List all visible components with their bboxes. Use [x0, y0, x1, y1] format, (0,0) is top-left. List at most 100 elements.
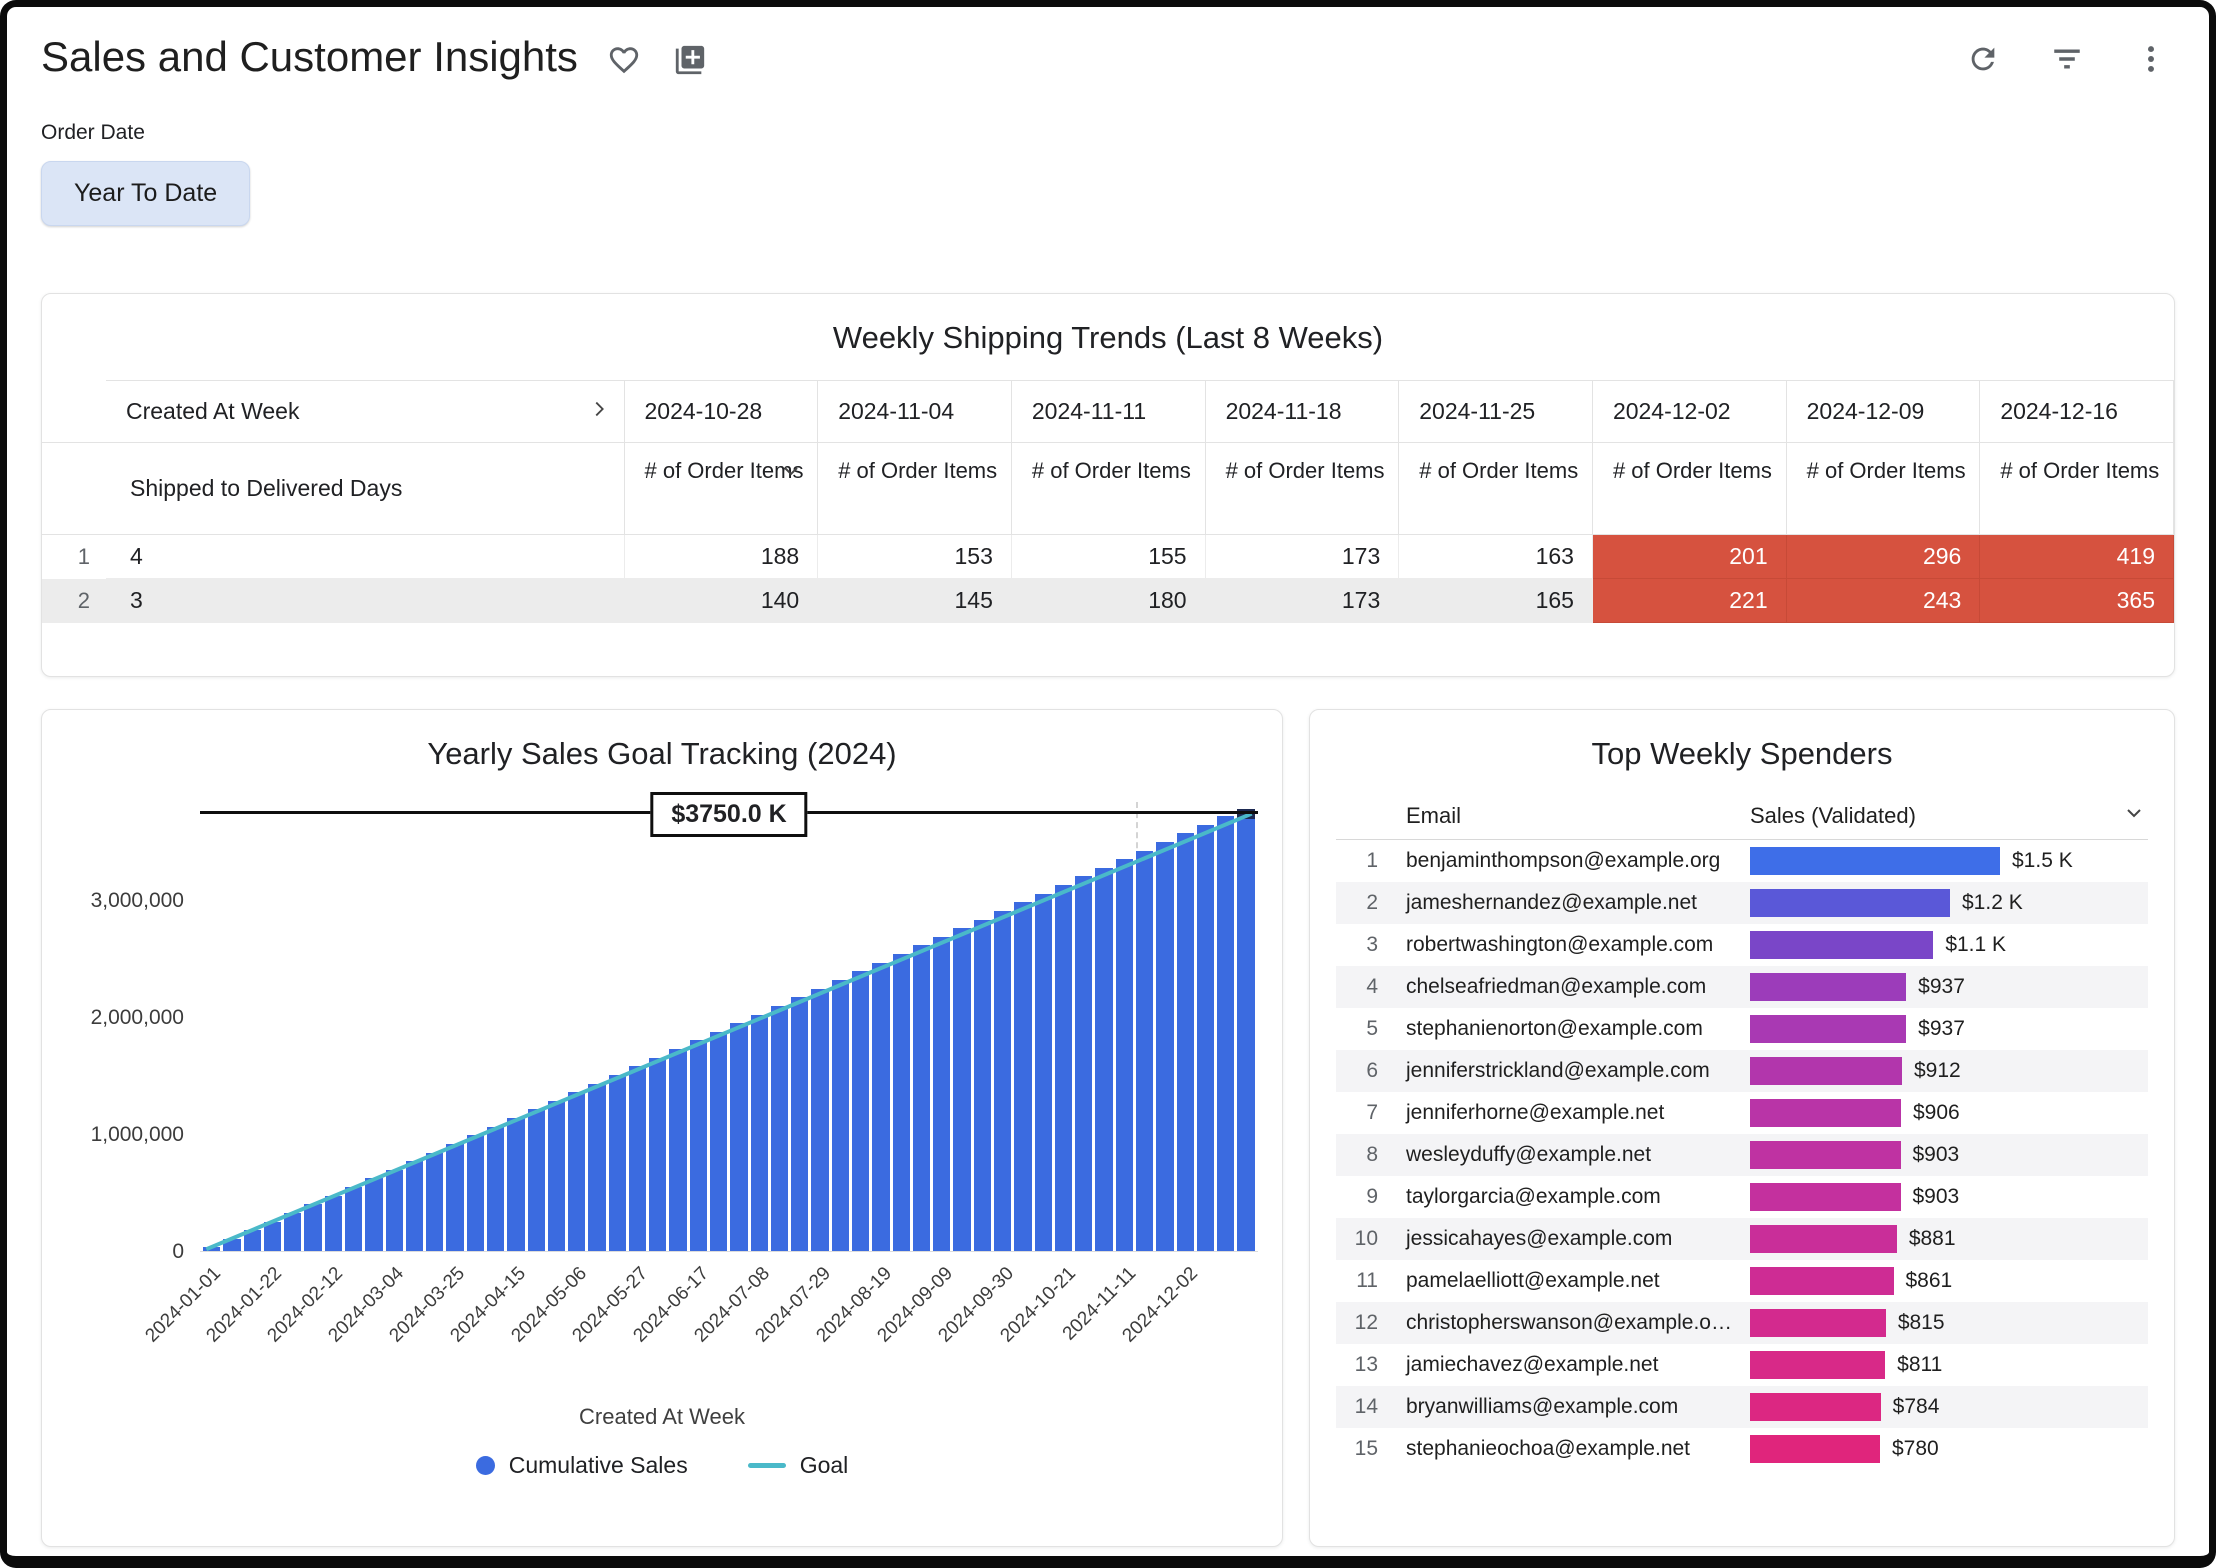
- cumulative-sales-bar[interactable]: [568, 1092, 586, 1251]
- cumulative-sales-bar[interactable]: [1217, 816, 1235, 1251]
- measure-header[interactable]: # of Order Items: [1786, 442, 1981, 535]
- more-options-icon[interactable]: [2133, 41, 2169, 77]
- cumulative-sales-bar[interactable]: [588, 1083, 606, 1251]
- cumulative-sales-bar[interactable]: [1014, 902, 1032, 1251]
- days-value-cell[interactable]: 3: [106, 578, 625, 623]
- cumulative-sales-bar[interactable]: [628, 1066, 647, 1251]
- cumulative-sales-bar[interactable]: [547, 1100, 566, 1251]
- cumulative-sales-bar[interactable]: [669, 1049, 687, 1251]
- cumulative-sales-bar[interactable]: [1156, 841, 1174, 1251]
- cumulative-sales-bar[interactable]: [1075, 876, 1093, 1251]
- week-column-header[interactable]: 2024-12-09: [1786, 380, 1981, 443]
- legend-item[interactable]: Goal: [747, 1452, 848, 1479]
- sales-bar[interactable]: [1750, 1099, 1901, 1127]
- order-items-cell[interactable]: 173: [1205, 534, 1400, 579]
- cumulative-sales-bar[interactable]: [1135, 850, 1154, 1251]
- order-items-cell[interactable]: 296: [1786, 534, 1981, 579]
- cumulative-sales-bar[interactable]: [811, 988, 829, 1251]
- chevron-down-icon[interactable]: [2122, 801, 2146, 831]
- cumulative-sales-bar[interactable]: [892, 954, 910, 1251]
- chevron-right-icon[interactable]: [588, 396, 610, 428]
- created-at-week-header[interactable]: Created At Week: [106, 380, 625, 443]
- sales-bar[interactable]: [1750, 1183, 1901, 1211]
- week-column-header[interactable]: 2024-11-25: [1398, 380, 1593, 443]
- sales-bar[interactable]: [1750, 1267, 1894, 1295]
- sales-bar[interactable]: [1750, 973, 1907, 1001]
- cumulative-sales-bar[interactable]: [608, 1074, 626, 1251]
- shipped-days-header[interactable]: Shipped to Delivered Days: [106, 442, 625, 535]
- cumulative-sales-bar[interactable]: [791, 997, 809, 1251]
- cumulative-sales-bar[interactable]: [831, 979, 849, 1251]
- sales-bar[interactable]: [1750, 1393, 1881, 1421]
- cumulative-sales-bar[interactable]: [466, 1135, 484, 1251]
- cumulative-sales-bar[interactable]: [852, 971, 870, 1251]
- order-items-cell[interactable]: 163: [1398, 534, 1593, 579]
- cumulative-sales-bar[interactable]: [912, 945, 931, 1251]
- measure-header[interactable]: # of Order Items: [1205, 442, 1400, 535]
- cumulative-sales-bar[interactable]: [730, 1023, 748, 1251]
- measure-header[interactable]: # of Order Items: [1011, 442, 1206, 535]
- chevron-down-icon[interactable]: [779, 459, 803, 491]
- measure-header[interactable]: # of Order Items: [817, 442, 1012, 535]
- order-items-cell[interactable]: 140: [624, 578, 819, 623]
- measure-header[interactable]: # of Order Items: [1398, 442, 1593, 535]
- sales-bar[interactable]: [1750, 889, 1950, 917]
- order-items-cell[interactable]: 365: [1979, 578, 2174, 623]
- cumulative-sales-bar[interactable]: [649, 1057, 667, 1251]
- cumulative-sales-bar[interactable]: [973, 919, 991, 1251]
- week-column-header[interactable]: 2024-12-02: [1592, 380, 1787, 443]
- order-items-cell[interactable]: 145: [817, 578, 1012, 623]
- cumulative-sales-bar[interactable]: [324, 1195, 342, 1251]
- cumulative-sales-bar[interactable]: [953, 928, 971, 1251]
- order-items-cell[interactable]: 221: [1592, 578, 1787, 623]
- cumulative-sales-bar[interactable]: [933, 936, 951, 1251]
- week-column-header[interactable]: 2024-12-16: [1979, 380, 2174, 443]
- days-value-cell[interactable]: 4: [106, 534, 625, 579]
- order-items-cell[interactable]: 201: [1592, 534, 1787, 579]
- sales-column-header[interactable]: Sales (Validated): [1744, 801, 2148, 831]
- cumulative-sales-bar[interactable]: [446, 1143, 464, 1251]
- legend-item[interactable]: Cumulative Sales: [475, 1452, 688, 1479]
- cumulative-sales-bar[interactable]: [344, 1187, 363, 1251]
- sales-bar[interactable]: [1750, 1435, 1880, 1463]
- order-items-cell[interactable]: 165: [1398, 578, 1593, 623]
- cumulative-sales-bar[interactable]: [1196, 824, 1215, 1251]
- sales-bar[interactable]: [1750, 1309, 1886, 1337]
- measure-header[interactable]: # of Order Items: [624, 442, 819, 535]
- cumulative-sales-bar[interactable]: [385, 1169, 403, 1251]
- email-column-header[interactable]: Email: [1406, 802, 1462, 828]
- cumulative-sales-bar[interactable]: [527, 1109, 545, 1251]
- order-items-cell[interactable]: 173: [1205, 578, 1400, 623]
- cumulative-sales-bar[interactable]: [710, 1031, 728, 1251]
- cumulative-sales-bar[interactable]: [284, 1212, 302, 1251]
- cumulative-sales-bar[interactable]: [365, 1178, 383, 1251]
- measure-header[interactable]: # of Order Items: [1592, 442, 1787, 535]
- order-items-cell[interactable]: 419: [1979, 534, 2174, 579]
- cumulative-sales-bar[interactable]: [507, 1118, 525, 1251]
- cumulative-sales-bar[interactable]: [486, 1126, 505, 1251]
- cumulative-sales-bar[interactable]: [243, 1230, 261, 1251]
- cumulative-sales-bar[interactable]: [426, 1152, 444, 1251]
- sales-bar[interactable]: [1750, 1351, 1886, 1379]
- cumulative-sales-bar[interactable]: [1054, 885, 1073, 1251]
- order-items-cell[interactable]: 243: [1786, 578, 1981, 623]
- cumulative-sales-bar[interactable]: [1176, 833, 1194, 1251]
- cumulative-sales-bar[interactable]: [750, 1014, 768, 1251]
- order-items-cell[interactable]: 153: [817, 534, 1012, 579]
- favorite-icon[interactable]: [606, 42, 642, 78]
- week-column-header[interactable]: 2024-11-04: [817, 380, 1012, 443]
- sales-bar[interactable]: [1750, 1015, 1907, 1043]
- measure-header[interactable]: # of Order Items: [1979, 442, 2174, 535]
- sales-bar[interactable]: [1750, 847, 2000, 875]
- cumulative-sales-bar[interactable]: [405, 1161, 424, 1251]
- cumulative-sales-bar[interactable]: [770, 1005, 789, 1251]
- week-column-header[interactable]: 2024-10-28: [624, 380, 819, 443]
- cumulative-sales-bar[interactable]: [304, 1204, 322, 1251]
- sales-bar[interactable]: [1750, 931, 1934, 959]
- sales-bar[interactable]: [1750, 1141, 1901, 1169]
- order-items-cell[interactable]: 180: [1011, 578, 1206, 623]
- cumulative-sales-bar[interactable]: [1095, 867, 1113, 1251]
- sales-bar[interactable]: [1750, 1057, 1902, 1085]
- cumulative-sales-bar[interactable]: [872, 962, 890, 1251]
- sales-bar[interactable]: [1750, 1225, 1897, 1253]
